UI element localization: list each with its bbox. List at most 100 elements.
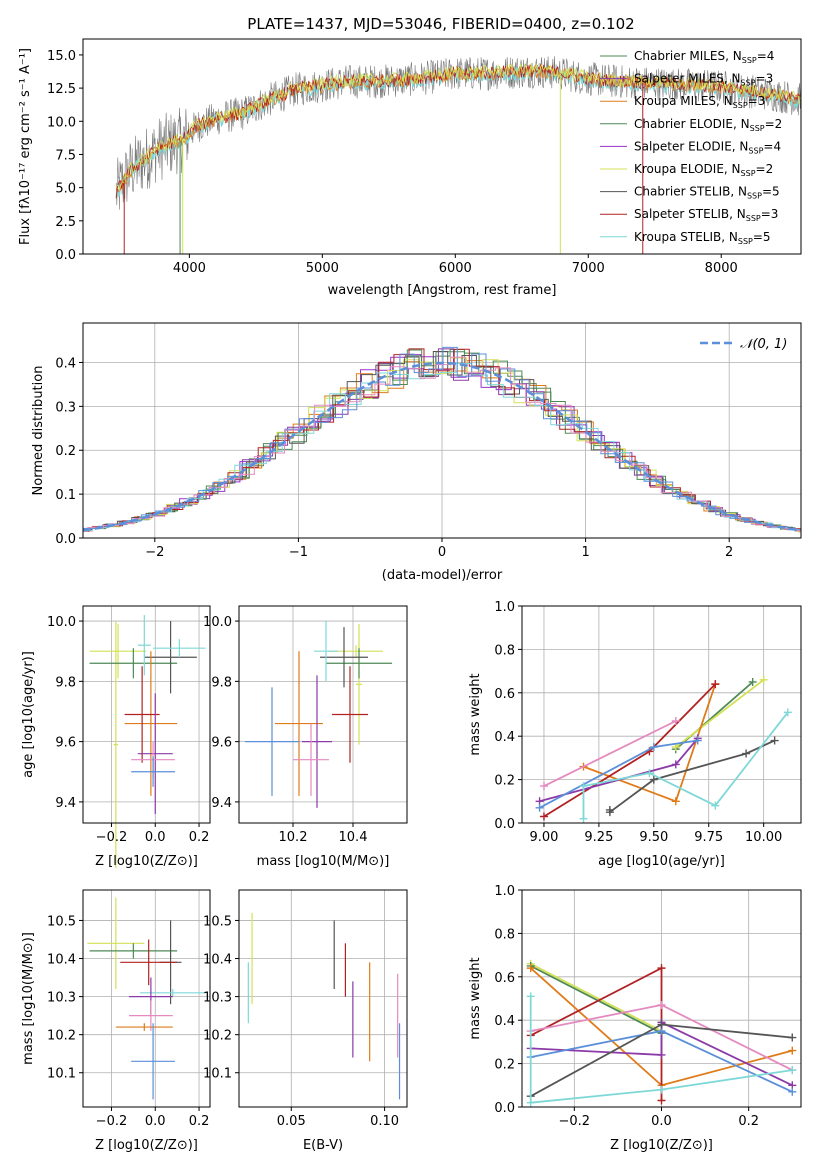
y-tick-label: 7.5 bbox=[55, 148, 76, 163]
y-axis-label: mass weight bbox=[468, 957, 483, 1039]
y-tick-label: 10.5 bbox=[203, 914, 232, 929]
x-tick-label: −0.2 bbox=[559, 1114, 591, 1129]
legend-label: Kroupa STELIB, NSSP=5 bbox=[634, 230, 771, 246]
weight-point-marker bbox=[671, 717, 680, 726]
weight-point-marker bbox=[783, 708, 792, 717]
y-tick-label: 10.2 bbox=[47, 1029, 76, 1044]
y-tick-label: 10.3 bbox=[203, 991, 232, 1006]
weight-series-line bbox=[675, 679, 765, 748]
weight-point-marker bbox=[649, 775, 658, 784]
weight-series-line bbox=[530, 962, 662, 1032]
x-tick-label: 9.25 bbox=[584, 830, 613, 845]
y-tick-label: 9.4 bbox=[55, 796, 76, 811]
x-tick-label: −2 bbox=[145, 545, 164, 560]
y-tick-label: 0.4 bbox=[494, 730, 515, 745]
histogram-series bbox=[83, 356, 801, 532]
weight-point-marker bbox=[526, 992, 535, 1001]
x-tick-label: 2 bbox=[725, 545, 733, 560]
weight-point-marker bbox=[579, 814, 588, 823]
axes-frame bbox=[238, 605, 408, 824]
weight-point-marker bbox=[526, 964, 535, 973]
x-tick-label: 1 bbox=[581, 545, 589, 560]
weight-point-marker bbox=[671, 760, 680, 769]
ebv_mass-panel: 0.05 0.10 10.1 10.2 10.3 10.4 10.5 E(B-V) bbox=[203, 889, 408, 1153]
legend-label: Salpeter MILES, NSSP=3 bbox=[634, 72, 773, 88]
z_age-panel: −0.2 0.0 0.2 9.4 9.6 9.8 10.0 Z [log10(Z/Z⊙)] ag… bbox=[21, 605, 211, 869]
weight-point-marker bbox=[657, 1020, 666, 1029]
y-tick-label: 9.6 bbox=[211, 736, 232, 751]
x-tick-label: 10.2 bbox=[279, 830, 308, 845]
weight-point-marker bbox=[759, 675, 768, 684]
weight-point-marker bbox=[748, 677, 757, 686]
x-tick-label: 10.4 bbox=[339, 830, 368, 845]
x-axis-label: (data-model)/error bbox=[382, 568, 503, 583]
y-tick-label: 10.5 bbox=[47, 914, 76, 929]
y-axis-label: mass [log10(M/M⊙)] bbox=[21, 932, 36, 1065]
y-tick-label: 0.8 bbox=[494, 643, 515, 658]
weight-point-marker bbox=[711, 801, 720, 810]
histogram-series bbox=[83, 354, 801, 532]
y-tick-label: 0.1 bbox=[55, 488, 76, 503]
legend-label: Salpeter STELIB, NSSP=3 bbox=[634, 207, 778, 223]
x-axis-label: Z [log10(Z/Z⊙)] bbox=[610, 1138, 713, 1153]
y-tick-label: 9.4 bbox=[211, 796, 232, 811]
x-tick-label: 9.75 bbox=[694, 830, 723, 845]
y-tick-label: 9.6 bbox=[55, 736, 76, 751]
y-tick-label: 10.0 bbox=[203, 615, 232, 630]
x-tick-label: 0.2 bbox=[738, 1114, 759, 1129]
y-axis-label: mass weight bbox=[468, 673, 483, 755]
x-tick-label: 6000 bbox=[439, 261, 472, 276]
z_weight-panel: −0.2 0.0 0.2 0.0 0.2 0.4 0.6 0.8 1.0 Z [log10(Z/Z… bbox=[468, 884, 802, 1153]
weight-point-marker bbox=[657, 964, 666, 973]
weight-point-marker bbox=[788, 1033, 797, 1042]
y-tick-label: 15.0 bbox=[47, 49, 76, 64]
legend-label: Kroupa ELODIE, NSSP=2 bbox=[634, 162, 773, 178]
histogram-series bbox=[83, 348, 801, 533]
y-axis-label: Flux [fλ10⁻¹⁷ erg cm⁻² s⁻¹ A⁻¹] bbox=[18, 48, 33, 245]
weight-series-line bbox=[530, 1020, 793, 1087]
x-tick-label: 0.0 bbox=[145, 1114, 166, 1129]
z_mass-panel: −0.2 0.0 0.2 10.1 10.2 10.3 10.4 10.5 Z [log10(Z… bbox=[21, 889, 211, 1153]
weight-point-marker bbox=[657, 1096, 666, 1105]
weight-point-marker bbox=[770, 736, 779, 745]
weight-point-marker bbox=[671, 797, 680, 806]
axes-frame bbox=[82, 889, 211, 1108]
legend-label: Salpeter ELODIE, NSSP=4 bbox=[634, 139, 781, 155]
x-tick-label: 9.50 bbox=[639, 830, 668, 845]
y-tick-label: 0.0 bbox=[494, 1101, 515, 1116]
y-tick-label: 0.3 bbox=[55, 400, 76, 415]
x-tick-label: 0.2 bbox=[189, 830, 210, 845]
y-tick-label: 10.4 bbox=[203, 953, 232, 968]
age_weight-panel: 9.00 9.25 9.50 9.75 10.00 0.0 0.2 0.4 0.6 0.8 1.0 a… bbox=[468, 600, 802, 869]
x-tick-label: 8000 bbox=[705, 261, 738, 276]
axes-frame bbox=[82, 38, 802, 255]
x-tick-label: 0.0 bbox=[145, 830, 166, 845]
y-tick-label: 0.8 bbox=[494, 927, 515, 942]
legend-label: Chabrier STELIB, NSSP=5 bbox=[634, 185, 780, 201]
x-tick-label: −0.2 bbox=[96, 1114, 128, 1129]
x-axis-label: wavelength [Angstrom, rest frame] bbox=[328, 283, 557, 298]
y-tick-label: 0.6 bbox=[494, 971, 515, 986]
x-tick-label: 7000 bbox=[572, 261, 605, 276]
weight-series-line bbox=[529, 996, 793, 1104]
histograms bbox=[83, 346, 801, 533]
y-tick-label: 10.4 bbox=[47, 953, 76, 968]
spectrum-model-line bbox=[115, 64, 801, 198]
legend-label: 𝒩(0, 1) bbox=[740, 337, 787, 352]
weight-point-marker bbox=[711, 680, 720, 689]
spectrum-panel: 4000 5000 6000 7000 8000 0.0 2.5 5.0 7.5 10.0 12.5… bbox=[18, 38, 802, 298]
x-tick-label: 0.2 bbox=[189, 1114, 210, 1129]
weight-point-marker bbox=[605, 808, 614, 817]
weight-point-marker bbox=[535, 803, 544, 812]
legend-label: Chabrier ELODIE, NSSP=2 bbox=[634, 117, 782, 133]
y-tick-label: 2.5 bbox=[55, 215, 76, 230]
weight-point-marker bbox=[693, 736, 702, 745]
weight-point-marker bbox=[645, 769, 654, 778]
figure-title: PLATE=1437, MJD=53046, FIBERID=0400, z=0… bbox=[247, 15, 634, 33]
weight-point-marker bbox=[579, 782, 588, 791]
weight-point-marker bbox=[539, 782, 548, 791]
axes-frame bbox=[82, 605, 211, 824]
spectrum-lines bbox=[115, 56, 801, 254]
x-tick-label: 0.0 bbox=[651, 1114, 672, 1129]
x-axis-label: age [log10(age/yr)] bbox=[598, 854, 725, 869]
